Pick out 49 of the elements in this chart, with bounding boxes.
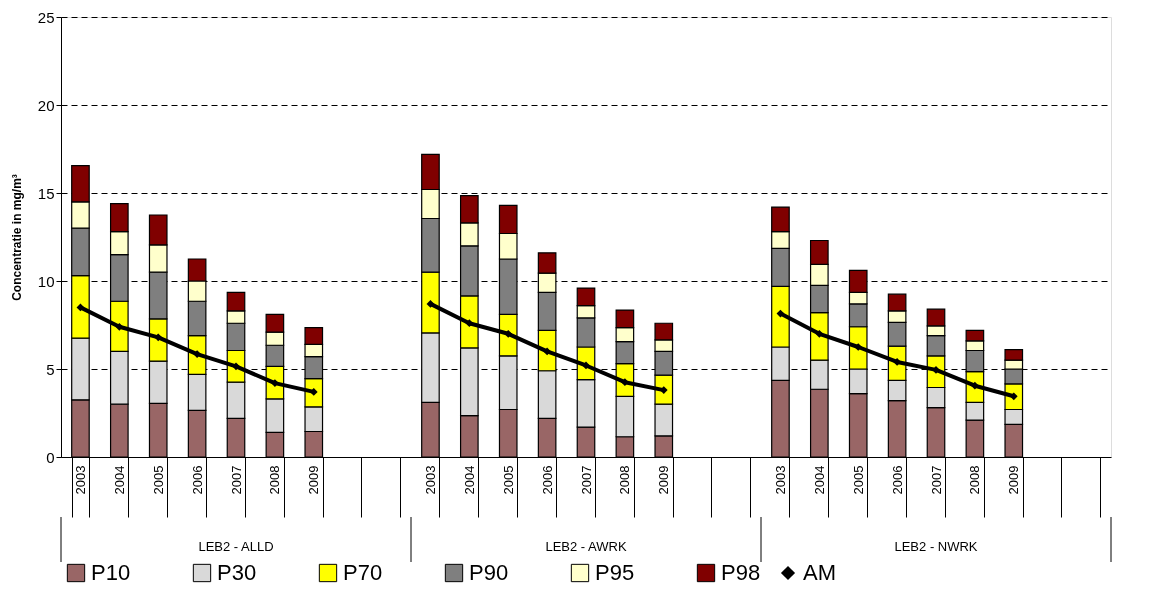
legend-label: P90 [469, 560, 509, 585]
point [426, 300, 435, 308]
y-tick-label: 15 [37, 184, 55, 202]
point [271, 379, 279, 387]
point [193, 350, 201, 358]
y-axis-title: Concentratie in mg/m³ [9, 174, 24, 301]
x-tick-label: 2005 [850, 465, 866, 495]
point [815, 329, 824, 338]
x-tick-label: 2006 [539, 465, 555, 495]
x-tick-label: 2005 [500, 465, 516, 495]
point [893, 358, 901, 366]
x-tick-label: 2007 [228, 465, 244, 495]
legend-label: P30 [217, 560, 257, 585]
x-tick-label: 2008 [267, 465, 283, 495]
x-tick-label: 2004 [461, 465, 477, 495]
point [154, 333, 163, 342]
point [115, 322, 124, 331]
x-tick-label: 2009 [1006, 465, 1022, 495]
x-tick-label: 2009 [306, 465, 322, 495]
legend-label: P95 [595, 560, 635, 585]
x-tick-label: 2005 [150, 465, 166, 495]
y-tick-label: 5 [46, 360, 55, 378]
y-tick-label: 0 [46, 448, 55, 466]
y-tick-label: 25 [37, 8, 55, 26]
x-tick-label: 2003 [772, 465, 788, 495]
x-tick-label: 2006 [889, 465, 905, 495]
x-tick-label: 2006 [189, 465, 205, 495]
text: LEB2 - AWRK [545, 539, 627, 554]
legend-label: AM [803, 560, 836, 585]
x-tick-label: 2004 [111, 465, 127, 495]
y-tick-label: 10 [37, 272, 55, 290]
x-tick-label: 2007 [928, 465, 944, 495]
text: LEB2 - ALLD [198, 539, 274, 554]
point [543, 347, 551, 356]
x-tick-label: 2003 [72, 465, 88, 495]
point [504, 329, 513, 338]
text: LEB2 - NWRK [894, 539, 978, 554]
point [76, 303, 85, 312]
x-tick-label: 2003 [422, 465, 438, 495]
point [854, 343, 863, 351]
legend-label: P10 [91, 560, 131, 585]
legend-label: P70 [343, 560, 383, 585]
y-tick-label: 20 [37, 96, 55, 114]
x-tick-label: 2004 [811, 465, 827, 495]
legend-label: P98 [721, 560, 761, 585]
x-tick-label: 2009 [656, 465, 672, 495]
x-tick-label: 2008 [967, 465, 983, 495]
x-tick-label: 2007 [578, 465, 594, 495]
x-tick-label: 2008 [617, 465, 633, 495]
